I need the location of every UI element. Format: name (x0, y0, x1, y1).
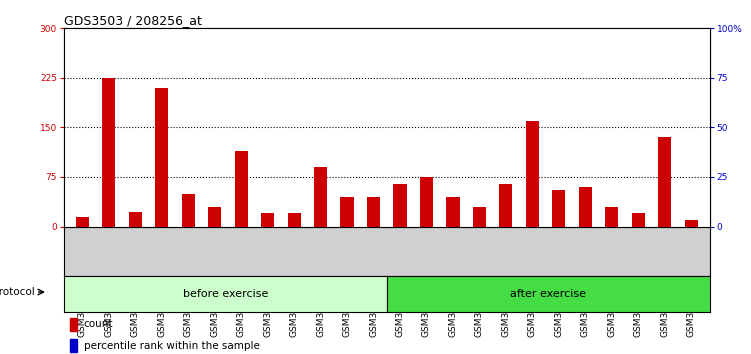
Bar (579, 187, 592, 227)
Bar (658, 137, 671, 227)
Point (77, 190, 89, 196)
Text: GDS3503 / 208256_at: GDS3503 / 208256_at (64, 14, 202, 27)
Point (447, 184, 459, 190)
Point (261, 196, 273, 202)
Bar (71, 318, 77, 331)
Bar (76, 217, 89, 227)
Bar (208, 207, 222, 227)
Bar (102, 78, 116, 227)
Bar (685, 220, 698, 227)
Point (341, 180, 353, 186)
Point (526, 135, 538, 140)
Point (659, 131, 671, 136)
Point (632, 188, 644, 194)
Bar (367, 197, 380, 227)
Text: percentile rank within the sample: percentile rank within the sample (83, 341, 260, 350)
Point (473, 194, 485, 200)
Bar (128, 212, 142, 227)
Point (421, 178, 433, 184)
Text: protocol: protocol (0, 287, 35, 297)
Text: before exercise: before exercise (182, 289, 268, 299)
Point (288, 194, 300, 200)
Bar (261, 213, 274, 227)
Bar (340, 197, 354, 227)
Bar (234, 150, 248, 227)
Bar (526, 121, 539, 227)
Point (500, 170, 512, 176)
Bar (288, 213, 300, 227)
Bar (632, 213, 645, 227)
Point (182, 180, 195, 186)
Bar (446, 197, 460, 227)
Bar (314, 167, 327, 227)
Bar (420, 177, 433, 227)
Point (315, 172, 327, 178)
Text: after exercise: after exercise (510, 289, 587, 299)
Point (579, 182, 591, 188)
Point (129, 198, 141, 204)
Bar (394, 184, 406, 227)
Bar (552, 190, 566, 227)
Point (394, 180, 406, 186)
Point (155, 127, 167, 132)
Point (685, 196, 697, 202)
Bar (71, 339, 77, 352)
Point (235, 148, 247, 154)
Bar (605, 207, 618, 227)
Bar (499, 184, 512, 227)
Bar (155, 88, 168, 227)
Point (209, 180, 221, 186)
Point (606, 186, 618, 192)
Point (103, 125, 115, 130)
Text: count: count (83, 319, 113, 329)
Point (553, 180, 565, 186)
Bar (473, 207, 486, 227)
Bar (182, 194, 195, 227)
Point (367, 180, 379, 186)
